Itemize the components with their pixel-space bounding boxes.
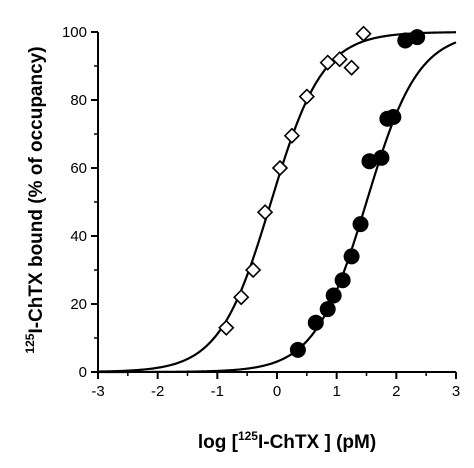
x-tick-label: -1 [211, 383, 224, 400]
data-point-diamond [319, 54, 336, 71]
data-point-diamond [245, 261, 262, 279]
x-axis-title: log [125I-ChTX ] (pM) [198, 429, 376, 453]
x-tick-label: 0 [273, 383, 281, 400]
data-point-circle [334, 272, 351, 289]
fit-curve-1 [97, 31, 457, 373]
data-point-diamond [343, 59, 360, 76]
data-point-circle [385, 109, 402, 125]
x-tick-label: 1 [332, 383, 340, 400]
data-point-diamond [218, 319, 235, 336]
x-tick-label: -3 [91, 383, 104, 400]
data-point-circle [319, 301, 336, 318]
data-point-circle [343, 248, 360, 265]
x-tick-label: 2 [392, 383, 400, 400]
y-tick-label: 60 [70, 160, 87, 177]
y-tick-label: 40 [70, 228, 87, 245]
data-point-circle [325, 287, 342, 304]
fit-curves [97, 31, 457, 374]
data-point-circle [289, 341, 306, 358]
data-point-diamond [298, 88, 315, 105]
data-point-circle [307, 314, 324, 331]
data-point-diamond [331, 51, 348, 68]
y-tick-label: 100 [62, 24, 87, 41]
data-point-diamond [283, 127, 301, 144]
data-point-circle [373, 149, 390, 166]
y-tick-label: 80 [70, 92, 87, 109]
fit-curve-2 [98, 41, 457, 374]
y-tick-label: 0 [79, 364, 87, 381]
y-axis-title: 125I-ChTX bound (% of occupancy) [23, 46, 47, 353]
data-points [218, 25, 426, 358]
data-point-diamond [256, 204, 274, 221]
x-tick-label: -2 [151, 383, 164, 400]
x-tick-label: 3 [452, 383, 460, 400]
data-point-diamond [233, 289, 250, 306]
data-point-circle [352, 216, 369, 233]
data-point-circle [409, 29, 426, 46]
y-tick-label: 20 [70, 296, 87, 313]
data-point-diamond [355, 25, 372, 42]
data-point-diamond [271, 159, 289, 177]
